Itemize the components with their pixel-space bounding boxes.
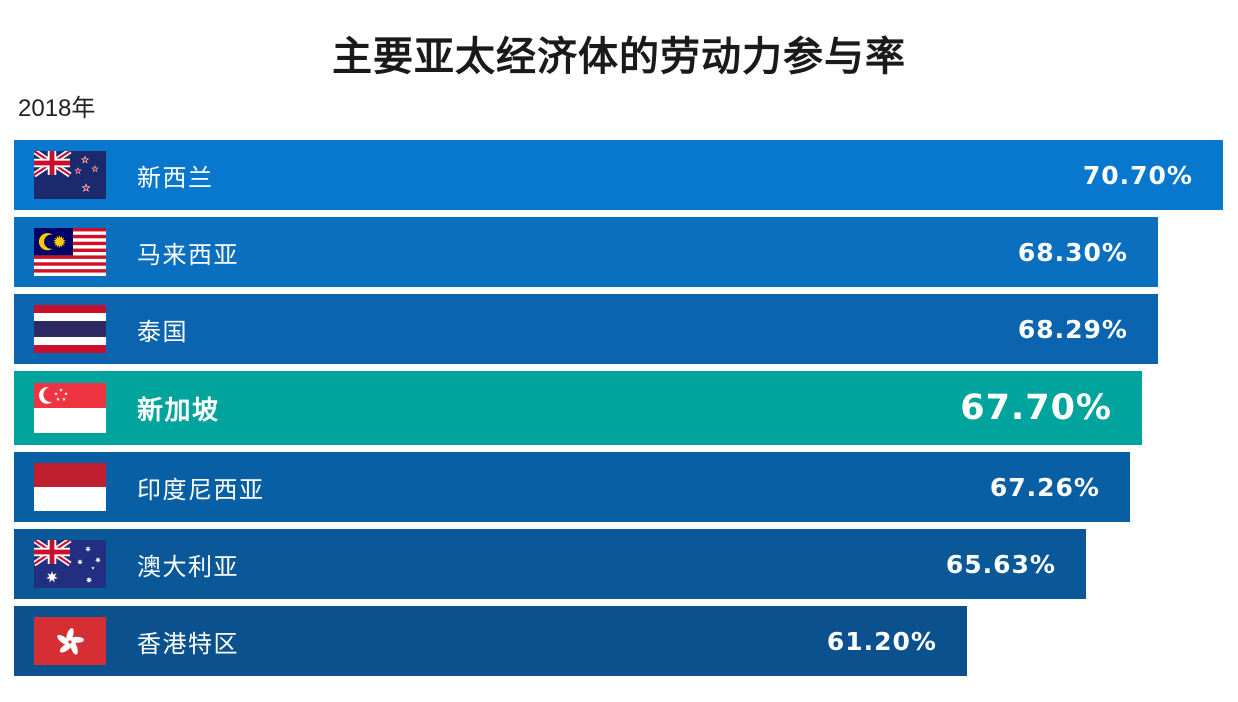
country-label: 印度尼西亚 xyxy=(137,476,265,504)
bar-row-indonesia: 印度尼西亚 67.26% xyxy=(14,452,1130,522)
australia-flag-icon xyxy=(34,540,106,588)
value-label: 68.29% xyxy=(1017,314,1128,344)
bar-row-hong-kong: 香港特区 61.20% xyxy=(14,606,967,676)
value-label: 67.26% xyxy=(989,472,1100,502)
country-label: 澳大利亚 xyxy=(137,553,239,581)
value-label: 67.70% xyxy=(960,388,1112,428)
bar-row-singapore: 新加坡 67.70% xyxy=(14,371,1142,445)
indonesia-flag-icon xyxy=(34,463,106,511)
hong-kong-flag-icon xyxy=(34,617,106,665)
bar-row-australia: 澳大利亚 65.63% xyxy=(14,529,1086,599)
value-label: 70.70% xyxy=(1082,160,1193,190)
chart-title: 主要亚太经济体的劳动力参与率 xyxy=(332,35,906,79)
new-zealand-flag-icon xyxy=(34,151,106,199)
thailand-flag-icon xyxy=(34,305,106,353)
country-label: 香港特区 xyxy=(137,630,239,658)
country-label: 马来西亚 xyxy=(137,241,239,269)
period-label: 2018年 xyxy=(18,95,96,122)
value-label: 65.63% xyxy=(945,549,1056,579)
bar-chart: 新西兰 70.70% xyxy=(14,140,1223,683)
bar-row-malaysia: 马来西亚 68.30% xyxy=(14,217,1158,287)
country-label: 泰国 xyxy=(137,318,188,346)
value-label: 61.20% xyxy=(826,626,937,656)
singapore-flag-icon xyxy=(34,383,106,433)
malaysia-flag-icon xyxy=(34,228,106,276)
bar-row-new-zealand: 新西兰 70.70% xyxy=(14,140,1223,210)
value-label: 68.30% xyxy=(1017,237,1128,267)
country-label: 新西兰 xyxy=(137,164,214,192)
country-label: 新加坡 xyxy=(137,394,220,425)
bar-row-thailand: 泰国 68.29% xyxy=(14,294,1158,364)
